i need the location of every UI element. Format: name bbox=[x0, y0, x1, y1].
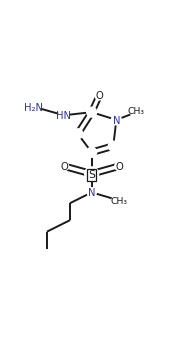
Text: O: O bbox=[116, 162, 123, 172]
Circle shape bbox=[28, 101, 40, 113]
Circle shape bbox=[115, 162, 124, 171]
Circle shape bbox=[112, 194, 124, 206]
Text: H₂N: H₂N bbox=[24, 103, 43, 113]
Circle shape bbox=[130, 106, 142, 118]
Text: S: S bbox=[88, 170, 95, 180]
Text: N: N bbox=[88, 188, 95, 198]
Text: O: O bbox=[95, 91, 103, 101]
Text: N: N bbox=[113, 116, 120, 126]
Circle shape bbox=[108, 141, 118, 151]
Circle shape bbox=[73, 129, 83, 139]
Circle shape bbox=[87, 147, 97, 157]
Text: O: O bbox=[60, 162, 68, 172]
Circle shape bbox=[85, 167, 99, 181]
Circle shape bbox=[87, 188, 96, 197]
Circle shape bbox=[111, 115, 121, 125]
Circle shape bbox=[59, 162, 69, 171]
Text: CH₃: CH₃ bbox=[111, 197, 128, 206]
Circle shape bbox=[87, 107, 97, 117]
Text: CH₃: CH₃ bbox=[128, 107, 145, 116]
Circle shape bbox=[95, 90, 104, 100]
Circle shape bbox=[59, 110, 69, 120]
Text: HN: HN bbox=[56, 111, 71, 121]
